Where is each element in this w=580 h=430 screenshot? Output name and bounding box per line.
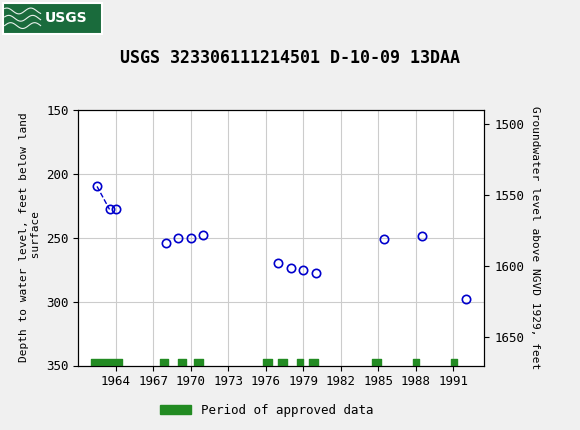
- Text: USGS 323306111214501 D-10-09 13DAA: USGS 323306111214501 D-10-09 13DAA: [120, 49, 460, 67]
- Y-axis label: Groundwater level above NGVD 1929, feet: Groundwater level above NGVD 1929, feet: [530, 106, 539, 369]
- Y-axis label: Depth to water level, feet below land
 surface: Depth to water level, feet below land su…: [19, 113, 41, 362]
- Text: USGS: USGS: [45, 11, 88, 25]
- Bar: [3, 3, 102, 34]
- Legend: Period of approved data: Period of approved data: [155, 399, 379, 421]
